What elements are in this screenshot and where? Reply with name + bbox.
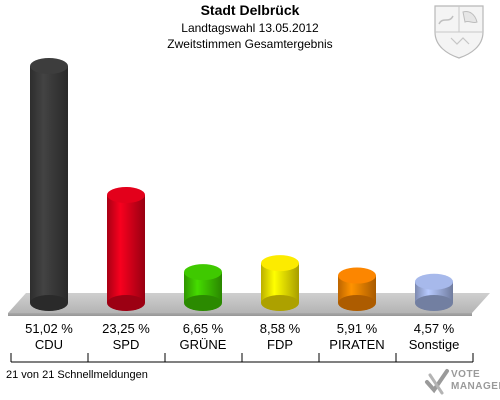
bar-grüne [184,264,222,311]
category-label-cdu: CDU [35,337,63,352]
category-label-fdp: FDP [267,337,293,352]
vote-manager-logo: VOTE MANAGER [424,366,500,400]
chart-subtitle-election: Landtagswahl 13.05.2012 [181,21,319,35]
value-label-spd: 23,25 % [102,321,150,336]
chart-subtitle-result: Zweitstimmen Gesamtergebnis [167,37,333,51]
checkmark-icon [425,369,449,395]
value-label-fdp: 8,58 % [260,321,301,336]
bar-cdu [30,58,68,311]
logo-line-manager: MANAGER [451,381,500,392]
bar-sonstige [415,273,453,311]
chart-floor-edge [8,313,472,316]
bar-chart: 51,02 %CDU 23,25 %SPD 6,65 %GRÜNE 8,58 %FDP… [8,58,490,363]
value-label-grüne: 6,65 % [183,321,224,336]
chart-title: Stadt Delbrück [200,2,300,18]
bar-fdp [261,255,299,311]
nrw-coat-of-arms-icon [434,5,484,59]
logo-line-vote: VOTE [451,369,481,380]
value-label-sonstige: 4,57 % [414,321,455,336]
bar-spd [107,186,145,311]
value-label-piraten: 5,91 % [337,321,378,336]
report-status-text: 21 von 21 Schnellmeldungen [6,369,148,381]
category-label-piraten: PIRATEN [329,337,384,352]
category-label-sonstige: Sonstige [409,337,460,352]
bar-piraten [338,267,376,311]
category-label-grüne: GRÜNE [180,337,227,352]
value-label-cdu: 51,02 % [25,321,73,336]
category-label-spd: SPD [113,337,140,352]
